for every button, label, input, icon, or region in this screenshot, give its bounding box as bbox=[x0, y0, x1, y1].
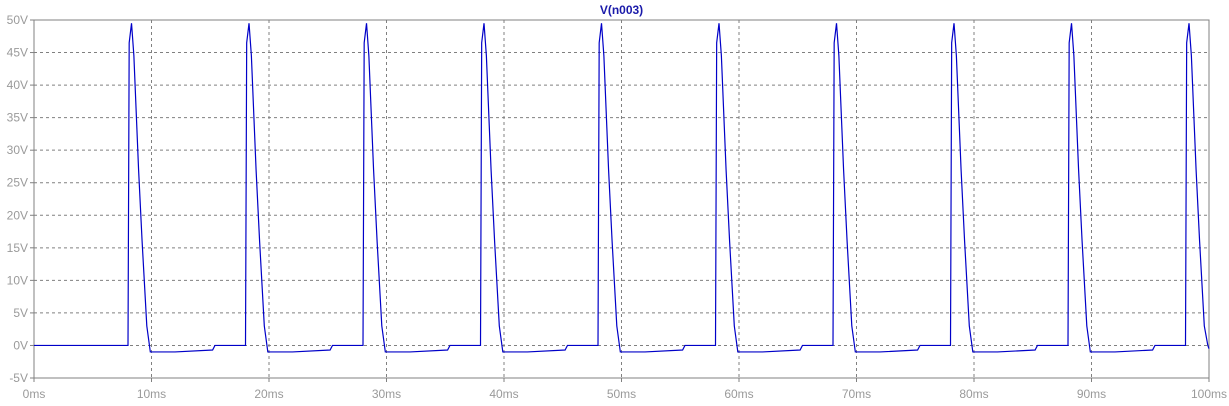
y-tick-label: 45V bbox=[7, 46, 28, 60]
y-tick-label: 25V bbox=[7, 176, 28, 190]
x-tick-label: 60ms bbox=[724, 387, 753, 401]
y-tick-label: 30V bbox=[7, 143, 28, 157]
x-tick-label: 0ms bbox=[23, 387, 46, 401]
x-tick-label: 70ms bbox=[842, 387, 871, 401]
x-tick-label: 90ms bbox=[1077, 387, 1106, 401]
y-tick-label: 40V bbox=[7, 78, 28, 92]
grid-lines bbox=[34, 20, 1209, 378]
y-tick-label: 5V bbox=[13, 306, 28, 320]
x-tick-label: 20ms bbox=[254, 387, 283, 401]
y-tick-label: 35V bbox=[7, 111, 28, 125]
x-tick-label: 30ms bbox=[372, 387, 401, 401]
trace-v-n003[interactable] bbox=[34, 23, 1210, 353]
x-tick-label: 10ms bbox=[137, 387, 166, 401]
y-tick-label: 10V bbox=[7, 273, 28, 287]
x-tick-label: 40ms bbox=[489, 387, 518, 401]
trace-title[interactable]: V(n003) bbox=[600, 3, 643, 17]
x-tick-label: 50ms bbox=[607, 387, 636, 401]
x-tick-label: 80ms bbox=[959, 387, 988, 401]
plot-frame bbox=[33, 19, 1210, 379]
y-tick-label: 15V bbox=[7, 241, 28, 255]
y-tick-label: 0V bbox=[13, 338, 28, 352]
y-tick-label: 20V bbox=[7, 208, 28, 222]
y-tick-label: 50V bbox=[7, 13, 28, 27]
y-tick-label: -5V bbox=[9, 371, 28, 385]
tick-labels: 0ms 10ms 20ms 30ms 40ms 50ms 60ms 70ms 80ms 90ms 1… bbox=[7, 13, 1227, 401]
x-tick-label: 100ms bbox=[1191, 387, 1227, 401]
